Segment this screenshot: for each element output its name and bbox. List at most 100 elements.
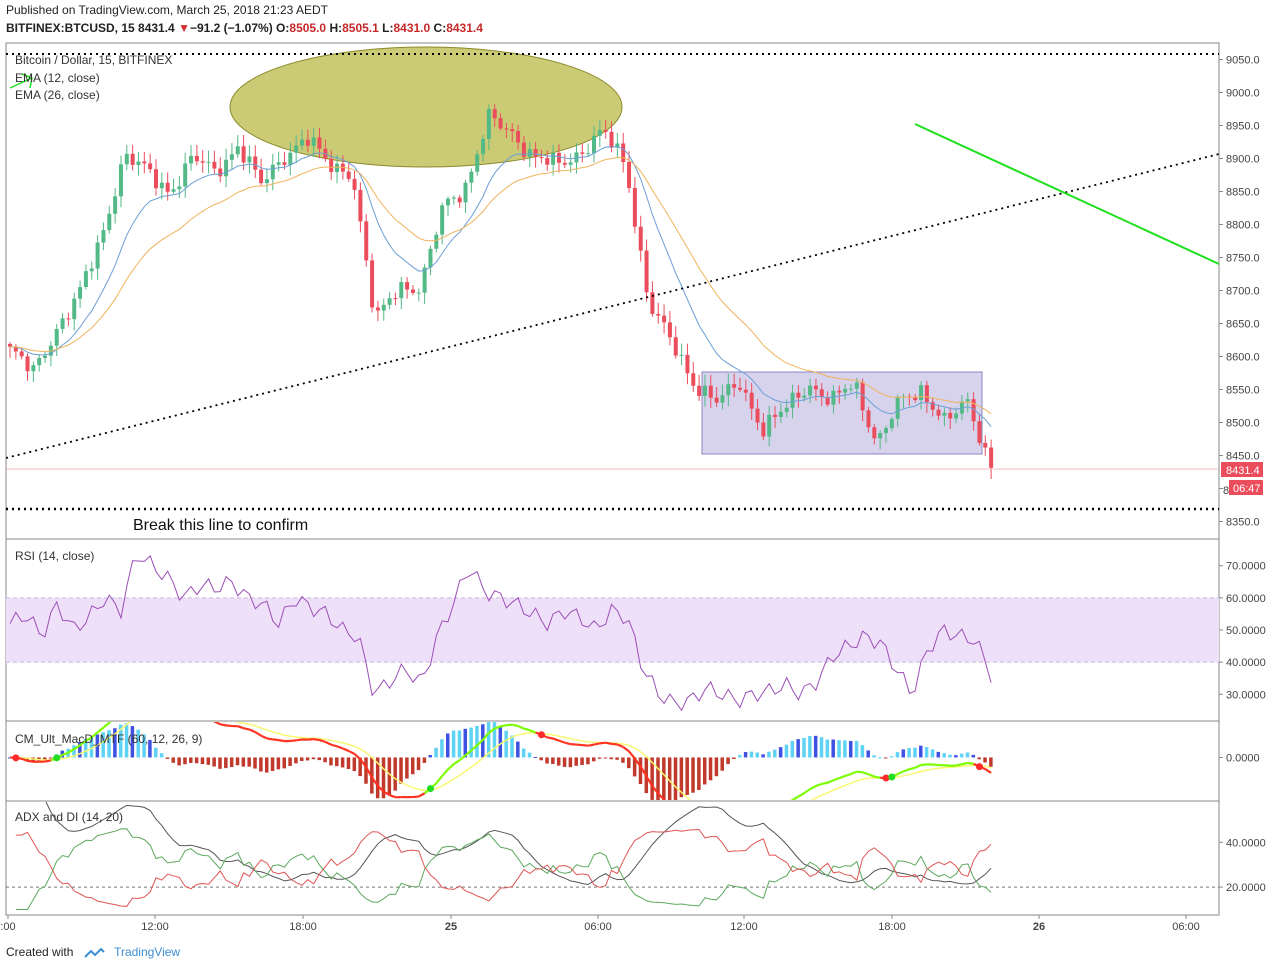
green-arrow-icon <box>9 73 33 89</box>
candle-body <box>527 149 532 157</box>
rsi-pane[interactable] <box>6 555 1219 712</box>
macd-hist-bar <box>270 757 275 771</box>
macd-segment <box>529 729 537 734</box>
candle-body <box>66 318 71 320</box>
macd-hist-bar <box>621 757 625 763</box>
time-axis[interactable]: :00 12:00 18:00 25 06:00 12:00 18:00 26 06:00 <box>0 915 1200 933</box>
macd-hist-bar <box>410 757 415 775</box>
candle-body <box>825 397 830 405</box>
candle-body <box>568 162 573 165</box>
candle-body <box>819 389 824 398</box>
candle-body <box>685 354 690 374</box>
macd-segment <box>639 765 648 778</box>
macd-hist-bar <box>527 752 532 758</box>
price-tick-label: 8500.0 <box>1226 418 1260 430</box>
macd-segment <box>815 782 823 788</box>
macd-hist-bar <box>335 757 339 767</box>
candle-body <box>440 205 445 235</box>
macd-segment <box>85 736 93 742</box>
high-value: 8505.1 <box>342 21 379 35</box>
candle-body <box>113 196 118 214</box>
candle-body <box>720 395 725 403</box>
price-axis[interactable]: 8350.0 8450.0 8500.0 8550.0 8600.0 8650.0 8700… <box>1219 55 1260 529</box>
macd-segment <box>769 810 775 812</box>
adx-pane[interactable] <box>6 779 1219 910</box>
candle-body <box>235 146 240 155</box>
di-minus-line <box>15 829 992 907</box>
time-tick-label: 26 <box>1033 921 1045 933</box>
candle-body <box>767 414 772 437</box>
macd-hist-bar <box>784 744 789 758</box>
candle-body <box>177 186 182 190</box>
candle-body <box>749 392 754 409</box>
candle-body <box>533 149 538 158</box>
macd-hist-bar <box>848 740 853 758</box>
macd-hist-bar <box>446 733 450 758</box>
macd-segment <box>213 722 221 726</box>
candle-body <box>37 357 42 366</box>
footer-brand[interactable]: TradingView <box>114 945 181 959</box>
candle-body <box>889 418 894 429</box>
candle-body <box>165 182 170 192</box>
macd-segment <box>862 771 869 776</box>
macd-hist-bar <box>936 751 941 758</box>
macd-hist-bar <box>457 730 462 758</box>
macd-segment <box>203 718 209 719</box>
macd-segment <box>458 754 467 762</box>
macd-segment <box>243 727 250 731</box>
highlight-ellipse <box>229 46 623 168</box>
macd-hist-bar <box>451 730 456 758</box>
low-value: 8431.0 <box>393 21 431 35</box>
candle-body <box>72 298 77 320</box>
macd-segment <box>599 741 606 745</box>
candle-body <box>381 304 386 311</box>
candle-body <box>136 161 141 165</box>
candle-body <box>539 157 544 159</box>
price-tick-label: 8700.0 <box>1226 286 1260 298</box>
macd-hist-bar <box>288 757 292 766</box>
candle-body <box>89 268 94 272</box>
candle-body <box>346 171 351 179</box>
macd-segment <box>168 710 174 713</box>
macd-segment <box>838 774 846 780</box>
partial-tick-label: 8 <box>1223 485 1229 497</box>
macd-segment <box>717 826 723 827</box>
macd-segment <box>115 711 121 718</box>
candle-body <box>913 397 918 401</box>
price-tick-label: 8450.0 <box>1226 451 1260 463</box>
macd-segment <box>73 744 81 750</box>
candle-body <box>726 384 731 396</box>
macd-hist-bar <box>627 757 631 769</box>
macd-hist-bar <box>276 757 281 770</box>
candle-body <box>773 414 778 418</box>
macd-segment <box>220 723 227 727</box>
candle-body <box>954 413 959 419</box>
adx-tick-label: 20.0000 <box>1226 882 1266 894</box>
macd-cross-dot <box>12 754 20 762</box>
macd-segment <box>803 788 811 795</box>
macd-pane[interactable] <box>8 700 993 827</box>
macd-segment <box>290 739 297 743</box>
candle-body <box>60 318 65 329</box>
annotation-text: Break this line to confirm <box>133 517 308 534</box>
macd-segment <box>127 703 133 706</box>
macd-segment <box>628 750 636 760</box>
candle-body <box>224 159 229 177</box>
macd-hist-bar <box>551 757 555 764</box>
macd-hist-bar <box>136 729 140 758</box>
macd-segment <box>856 770 863 774</box>
footer: Created with TradingView <box>6 945 180 959</box>
macd-segment <box>616 743 624 748</box>
candle-body <box>95 242 100 269</box>
macd-hist-bar <box>259 757 263 772</box>
macd-hist-bar <box>837 740 841 758</box>
candle-body <box>154 169 158 189</box>
price-pane[interactable] <box>6 46 1219 511</box>
chart-frame <box>5 42 1220 916</box>
macd-segment <box>758 814 764 815</box>
macd-segment <box>657 792 665 800</box>
price-tick-label: 9050.0 <box>1226 55 1260 67</box>
macd-hist-bar <box>247 757 251 767</box>
candle-body <box>434 234 439 249</box>
